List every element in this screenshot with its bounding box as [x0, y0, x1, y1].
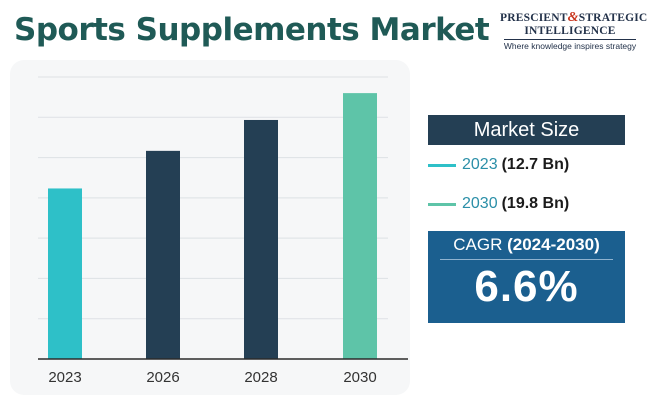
- logo-word-prescient: PRESCIENT: [500, 12, 568, 24]
- bar-2026: [146, 150, 180, 359]
- market-size-heading: Market Size: [428, 115, 625, 145]
- legend-year: 2030: [462, 195, 498, 212]
- logo-divider: [504, 39, 636, 40]
- legend-swatch: [428, 202, 456, 206]
- bar-chart: 2023 2026 2028 2030: [38, 76, 408, 386]
- bar-2028: [244, 119, 278, 359]
- x-tick-label-2028: 2028: [244, 369, 277, 386]
- x-tick-label-2023: 2023: [48, 369, 81, 386]
- legend-value: (12.7 Bn): [501, 156, 570, 173]
- page-title: Sports Supplements Market: [14, 12, 490, 48]
- logo-word-strategic: STRATEGIC: [578, 12, 648, 24]
- legend-year: 2023: [462, 156, 498, 173]
- cagr-label: CAGR (2024-2030): [428, 231, 625, 255]
- bar-2030: [343, 93, 377, 359]
- legend-item-2030: 2030 (19.8 Bn): [428, 194, 569, 214]
- bar-2023: [48, 188, 82, 359]
- chart-card: 2023 2026 2028 2030: [10, 60, 410, 395]
- cagr-period: (2024-2030): [507, 235, 600, 254]
- logo-word-intelligence: INTELLIGENCE: [524, 25, 616, 37]
- cagr-value: 6.6%: [474, 262, 579, 311]
- x-tick-label-2026: 2026: [146, 369, 179, 386]
- company-logo: PRESCIENT&STRATEGIC INTELLIGENCE Where k…: [500, 10, 647, 51]
- legend-value: (19.8 Bn): [501, 195, 570, 212]
- logo-ampersand: &: [567, 10, 579, 25]
- cagr-label-text: CAGR: [453, 235, 503, 254]
- legend-item-2023: 2023 (12.7 Bn): [428, 155, 569, 175]
- cagr-box: CAGR (2024-2030) 6.6%: [428, 231, 625, 323]
- x-tick-label-2030: 2030: [343, 369, 376, 386]
- logo-name-line: PRESCIENT&STRATEGIC: [500, 10, 647, 26]
- cagr-divider: [440, 259, 613, 260]
- legend-swatch: [428, 163, 456, 167]
- logo-tagline: Where knowledge inspires strategy: [503, 41, 637, 51]
